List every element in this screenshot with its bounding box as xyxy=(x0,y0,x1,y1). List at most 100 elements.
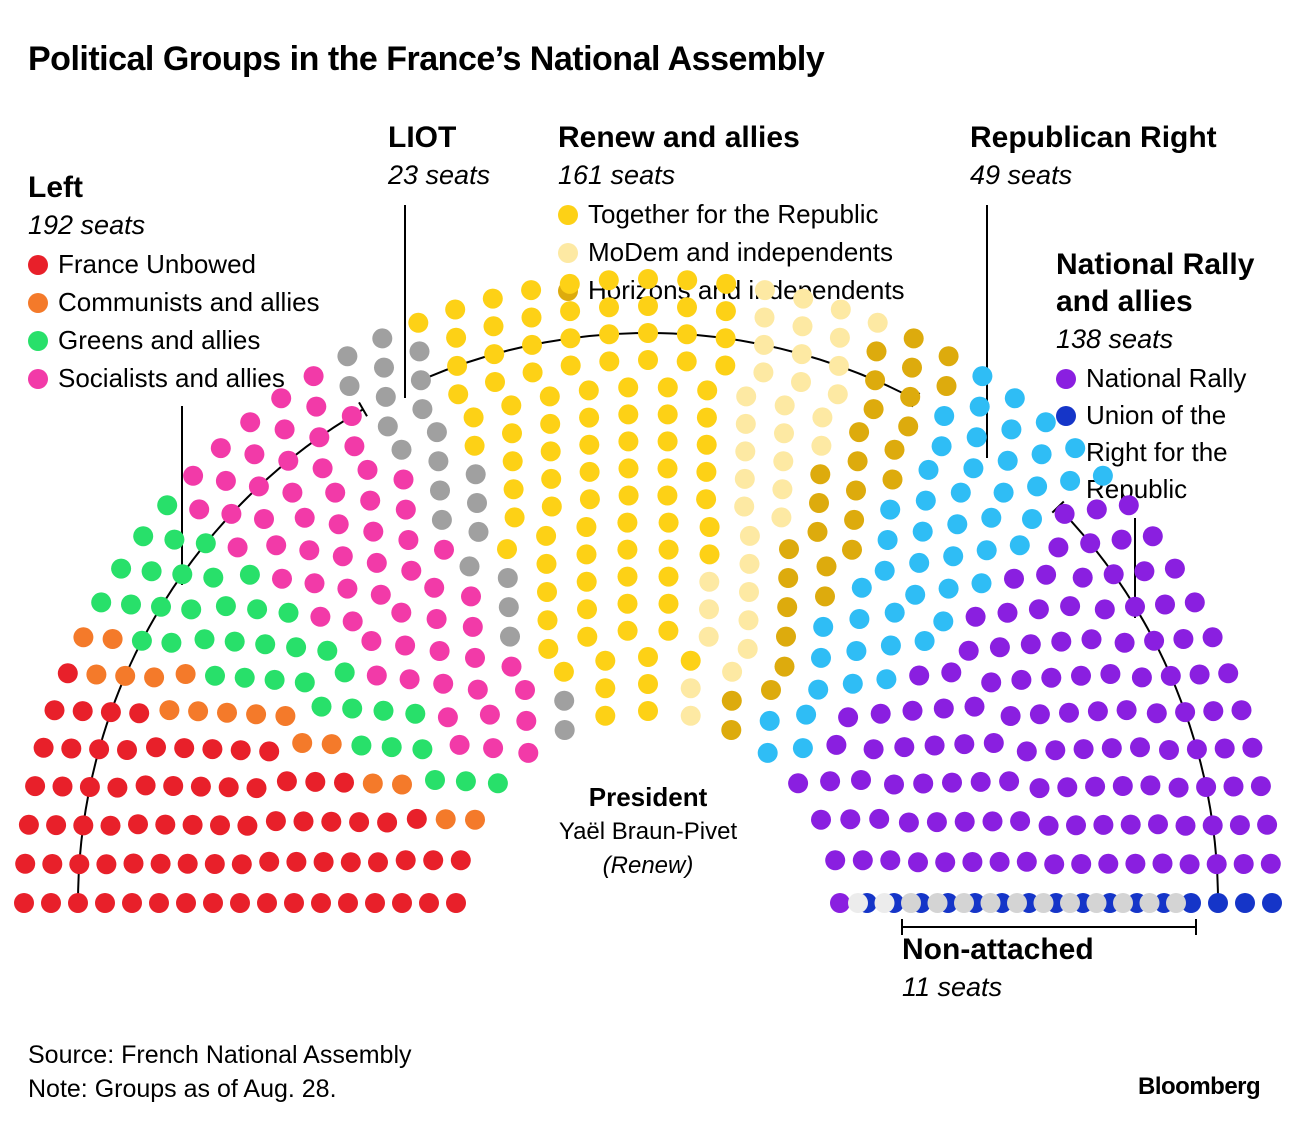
seat-national-rally xyxy=(1060,596,1081,617)
seat-together-for-the-republic xyxy=(576,517,597,537)
seat-socialists-and-allies xyxy=(332,546,353,567)
seat-france-unbowed xyxy=(334,772,354,793)
seat-liot xyxy=(426,422,447,443)
seat-together-for-the-republic xyxy=(696,434,717,455)
seat-national-rally xyxy=(933,698,954,719)
seat-horizons-and-independents xyxy=(938,346,959,367)
seat-national-rally xyxy=(1130,737,1150,758)
seat-national-rally xyxy=(1120,814,1141,835)
seat-national-rally xyxy=(962,852,983,872)
seat-greens-and-allies xyxy=(334,662,355,683)
seat-liot xyxy=(375,386,396,407)
seat-socialists-and-allies xyxy=(363,521,384,542)
seat-france-unbowed xyxy=(44,700,65,721)
legend-dot xyxy=(28,331,48,351)
seat-national-rally xyxy=(989,637,1010,658)
seat-france-unbowed xyxy=(265,811,286,832)
seat-national-rally xyxy=(1148,814,1168,835)
bracket-left-tick xyxy=(358,401,368,417)
seat-france-unbowed xyxy=(377,812,398,833)
seat-modem-and-independents xyxy=(699,571,720,592)
seat-together-for-the-republic xyxy=(676,351,697,372)
seat-socialists-and-allies xyxy=(221,503,242,524)
seat-france-unbowed xyxy=(450,850,471,871)
legend-item-communists: Communists and allies xyxy=(28,283,320,321)
seat-together-for-the-republic xyxy=(579,489,600,510)
seat-republican-right xyxy=(938,578,959,599)
seat-non-attached xyxy=(927,893,948,913)
seat-national-rally xyxy=(1189,664,1210,685)
seat-socialists-and-allies xyxy=(516,710,537,731)
seat-republican-right xyxy=(876,669,897,690)
seat-greens-and-allies xyxy=(91,592,112,613)
seat-non-attached xyxy=(1007,893,1027,913)
seat-national-rally xyxy=(1051,631,1072,652)
seat-modem-and-independents xyxy=(680,678,701,699)
seat-france-unbowed xyxy=(365,893,385,913)
seat-republican-right xyxy=(934,406,955,426)
seat-together-for-the-republic xyxy=(577,599,597,620)
seat-modem-and-independents xyxy=(793,288,814,309)
seat-together-for-the-republic xyxy=(617,512,638,533)
seat-france-unbowed xyxy=(204,854,225,874)
seat-modem-and-independents xyxy=(736,386,757,407)
seat-socialists-and-allies xyxy=(309,427,330,448)
seat-france-unbowed xyxy=(230,893,250,913)
seat-national-rally xyxy=(981,672,1002,693)
seat-together-for-the-republic xyxy=(618,377,639,398)
seat-republican-right xyxy=(874,560,895,581)
seat-republican-right xyxy=(757,742,778,763)
seat-socialists-and-allies xyxy=(304,573,325,594)
seat-france-unbowed xyxy=(446,893,466,913)
seat-together-for-the-republic xyxy=(536,525,557,546)
seat-france-unbowed xyxy=(210,815,230,836)
seat-socialists-and-allies xyxy=(426,609,447,629)
seat-together-for-the-republic xyxy=(541,468,562,489)
seat-republican-right xyxy=(1022,509,1042,529)
seat-france-unbowed xyxy=(100,815,121,836)
seat-national-rally xyxy=(1041,667,1062,688)
seat-socialists-and-allies xyxy=(306,396,327,417)
seat-france-unbowed xyxy=(117,740,137,760)
seat-communists-and-allies xyxy=(465,809,485,830)
seat-national-rally xyxy=(1072,567,1093,588)
seat-france-unbowed xyxy=(122,893,142,913)
seat-socialists-and-allies xyxy=(357,459,378,480)
seat-liot xyxy=(410,370,431,391)
seat-national-rally xyxy=(1164,558,1185,579)
seat-socialists-and-allies xyxy=(429,641,450,661)
seat-greens-and-allies xyxy=(131,630,152,651)
seat-together-for-the-republic xyxy=(522,362,543,383)
legend-label: Greens and allies xyxy=(58,325,261,355)
seat-together-for-the-republic xyxy=(595,650,616,671)
seat-france-unbowed xyxy=(423,850,444,871)
seat-socialists-and-allies xyxy=(391,602,412,623)
seat-france-unbowed xyxy=(163,776,184,796)
seat-national-rally xyxy=(1094,599,1115,620)
legend-item-modem: MoDem and independents xyxy=(558,233,893,271)
seat-modem-and-independents xyxy=(738,610,759,631)
seat-greens-and-allies xyxy=(181,599,202,620)
seat-modem-and-independents xyxy=(739,582,759,602)
seat-national-rally xyxy=(1202,627,1223,648)
seat-france-unbowed xyxy=(107,777,128,798)
seat-france-unbowed xyxy=(149,893,169,913)
seat-horizons-and-independents xyxy=(903,328,924,349)
legend-item-national-rally: National Rally xyxy=(1056,359,1246,397)
seat-modem-and-independents xyxy=(739,553,760,574)
seat-together-for-the-republic xyxy=(617,620,638,641)
bloc-renew-seats: 161 seats xyxy=(558,160,676,190)
seat-france-unbowed xyxy=(305,771,326,792)
seat-national-rally xyxy=(1218,663,1239,684)
seat-national-rally xyxy=(838,707,859,728)
seat-together-for-the-republic xyxy=(638,269,658,289)
seat-national-rally xyxy=(1250,776,1271,797)
seat-greens-and-allies xyxy=(133,526,154,547)
seat-together-for-the-republic xyxy=(716,273,737,294)
seat-national-rally xyxy=(1233,854,1254,874)
seat-france-unbowed xyxy=(150,853,171,874)
seat-together-for-the-republic xyxy=(658,593,679,614)
seat-liot xyxy=(377,416,398,437)
seat-horizons-and-independents xyxy=(807,521,828,542)
seat-non-attached xyxy=(1086,893,1107,913)
